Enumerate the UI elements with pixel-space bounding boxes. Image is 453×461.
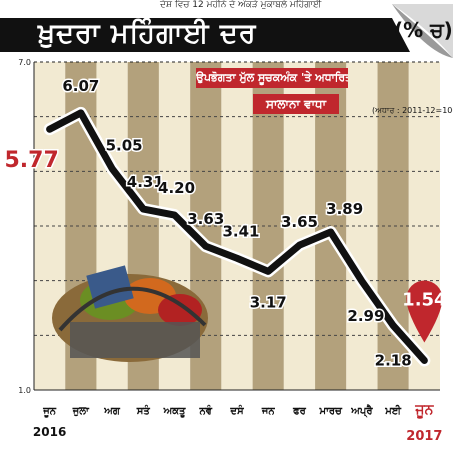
data-point (359, 278, 365, 284)
data-point (328, 229, 334, 235)
data-label: 2.18 (375, 351, 412, 369)
chart-title: ਖ਼ੁਦਰਾ ਮਹਿੰਗਾਈ ਦਰ (38, 18, 257, 49)
data-label: 1.54 (402, 289, 446, 310)
x-tick-label: ਦਸੰ (229, 404, 245, 417)
x-tick-label: ਨਵੰ (199, 404, 213, 417)
top-text-fragment: ਦੇਸ਼ ਵਿਚ 12 ਮਹੀਨੇ ਦੇ ਅੰਕੜੇ ਮੁਕਾਬਲੇ ਮਹਿੰਗ… (160, 0, 322, 10)
data-point (390, 322, 396, 328)
year-end-label: 2017 (406, 429, 442, 444)
data-label: 4.31 (127, 173, 164, 191)
data-label: 3.63 (187, 210, 224, 228)
data-point (203, 243, 209, 249)
data-point (78, 110, 84, 116)
x-tick-label: ਜੂਨ (42, 406, 57, 418)
page-curl-graphic (392, 4, 453, 58)
data-label: 3.17 (250, 293, 287, 311)
title-banner (0, 18, 410, 52)
data-point (296, 242, 302, 248)
market-basket-illustration (52, 265, 208, 362)
unit-label: (% ਚ) (394, 18, 453, 42)
chart-subtitle: ਉਪਭੋਗਤਾ ਮੁੱਲ ਸੂਚਕਅੰਕ 'ਤੇ ਅਧਾਰਿਤ (196, 68, 348, 88)
x-tick-label: ਜੂਨ (414, 402, 434, 419)
y-tick-label: 7.0 (18, 58, 31, 67)
data-label: 2.99 (347, 307, 384, 325)
x-tick-label: ਮਾਰਚ (318, 406, 343, 417)
x-tick-label: ਅਪ੍ਰੈ (350, 404, 373, 418)
data-label: 3.41 (222, 222, 259, 240)
y-tick-label: 1.0 (18, 386, 31, 395)
data-point (140, 206, 146, 212)
x-tick-label: ਸਤੰ (136, 404, 151, 417)
x-tick-label: ਮਈ (384, 404, 402, 417)
last-value-pin (406, 280, 443, 343)
data-point (109, 166, 115, 172)
x-tick-label: ਫਰ (292, 406, 307, 417)
annual-growth-label: ਸਾਲਾਨਾ ਵਾਧਾ (253, 94, 339, 114)
data-point (421, 357, 427, 363)
data-label: 5.05 (106, 137, 143, 155)
base-year-note: (ਅਧਾਰ : 2011-12=100) (372, 106, 453, 115)
data-point (47, 126, 53, 132)
x-tick-label: ਜੁਲਾ (72, 406, 90, 417)
x-tick-label: ਅਕਤੂ (163, 406, 186, 418)
data-label: 4.20 (158, 179, 195, 197)
data-label: 3.65 (281, 213, 318, 231)
data-label: 6.07 (62, 77, 99, 95)
data-point (172, 212, 178, 218)
x-tick-label: ਅਗ (103, 406, 121, 417)
data-label: 5.77 (4, 148, 58, 173)
data-point (265, 268, 271, 274)
year-start-label: 2016 (33, 425, 66, 439)
data-point (234, 255, 240, 261)
x-tick-label: ਜਨ (261, 406, 276, 417)
data-label: 3.89 (326, 200, 363, 218)
